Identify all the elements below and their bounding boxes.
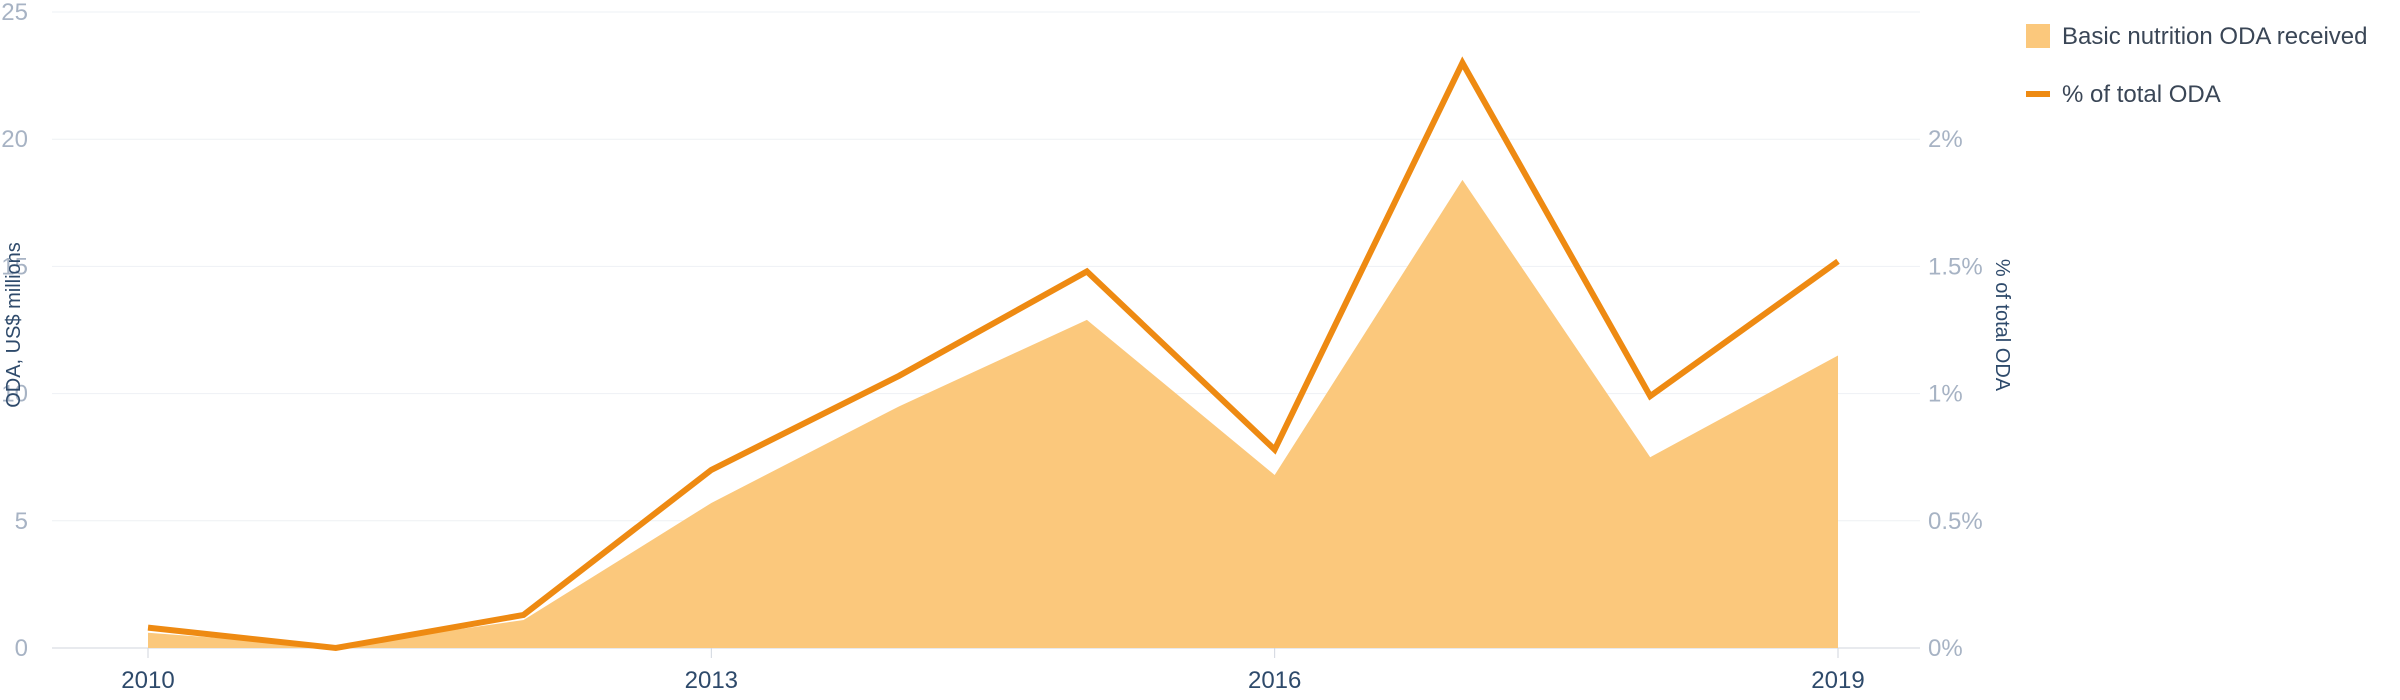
x-axis: 2010 2013 2016 2019 bbox=[121, 648, 1865, 694]
y-tick-right-label: 0.5% bbox=[1928, 508, 1983, 535]
y-axis-right: 0% 0.5% 1% 1.5% 2% bbox=[1928, 126, 1983, 662]
y-tick-left-label: 25 bbox=[1, 0, 28, 26]
area-series bbox=[148, 179, 1838, 649]
y-tick-left-label: 15 bbox=[1, 253, 28, 280]
legend-label-area[interactable]: Basic nutrition ODA received bbox=[2062, 23, 2367, 50]
x-tick-label: 2019 bbox=[1811, 667, 1864, 694]
y-tick-left-label: 5 bbox=[15, 508, 28, 535]
y-axis-left: 0 5 10 15 20 25 bbox=[1, 0, 28, 662]
x-tick-label: 2010 bbox=[121, 667, 174, 694]
y-tick-right-label: 1% bbox=[1928, 381, 1963, 408]
legend: Basic nutrition ODA received % of total … bbox=[2026, 23, 2367, 108]
y-tick-right-label: 1.5% bbox=[1928, 253, 1983, 280]
y-tick-left-label: 10 bbox=[1, 381, 28, 408]
y-axis-left-title: ODA, US$ millions bbox=[3, 242, 25, 408]
y-axis-right-title: % of total ODA bbox=[1991, 259, 2013, 392]
legend-swatch-line[interactable] bbox=[2026, 91, 2050, 97]
y-tick-left-label: 20 bbox=[1, 126, 28, 153]
line-pct-total-oda[interactable] bbox=[147, 56, 1840, 652]
y-tick-right-label: 0% bbox=[1928, 635, 1963, 662]
line-series bbox=[147, 56, 1840, 652]
area-basic-nutrition-oda[interactable] bbox=[148, 179, 1838, 649]
y-tick-right-label: 2% bbox=[1928, 126, 1963, 153]
legend-swatch-area[interactable] bbox=[2026, 24, 2050, 48]
x-tick-label: 2016 bbox=[1248, 667, 1301, 694]
y-tick-left-label: 0 bbox=[15, 635, 28, 662]
legend-label-line[interactable]: % of total ODA bbox=[2062, 81, 2221, 108]
x-tick-label: 2013 bbox=[685, 667, 738, 694]
